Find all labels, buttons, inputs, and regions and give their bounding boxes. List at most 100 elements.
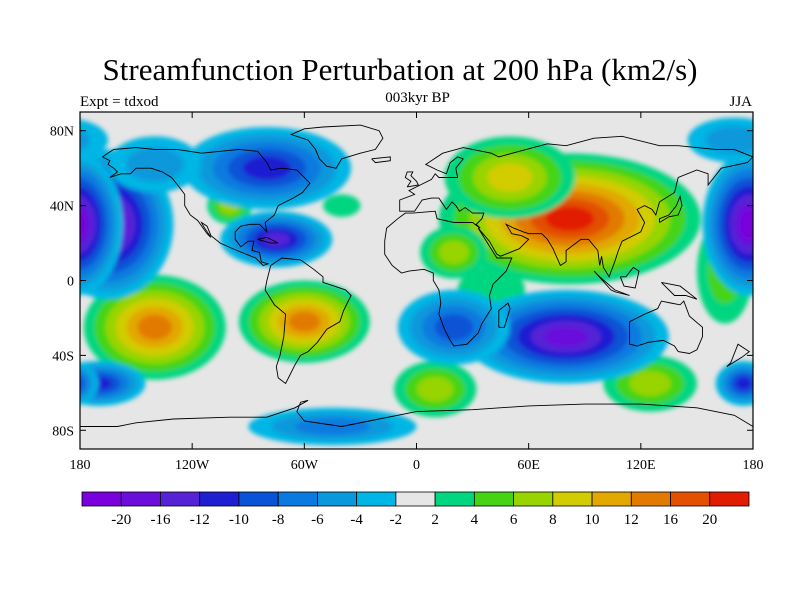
coastline-madagascar <box>498 302 511 328</box>
contour-band <box>705 126 753 154</box>
colorbar-swatch <box>120 491 161 507</box>
coastline-antarctica <box>80 399 753 427</box>
coastline-new-zealand <box>726 343 751 367</box>
coastline-cuba <box>257 236 279 244</box>
colorbar-swatch <box>630 491 671 507</box>
colorbar-swatch <box>395 491 436 507</box>
anomaly-low-13 <box>220 211 333 268</box>
time-label: 003kyr BP <box>385 90 450 106</box>
colorbar-label: 6 <box>510 512 518 528</box>
contour-band <box>750 378 753 389</box>
anomaly-low-14 <box>182 126 352 210</box>
contour-band <box>63 377 79 390</box>
colorbar-label: -6 <box>311 512 324 528</box>
colorbar-label: 2 <box>431 512 439 528</box>
colorbar-swatch <box>709 491 750 507</box>
lat-tick-label: 0 <box>67 275 74 290</box>
anomaly-high-2 <box>420 226 488 279</box>
lon-tick-label: 120W <box>175 458 210 473</box>
contour-band <box>80 212 85 237</box>
contour-band <box>438 240 469 265</box>
contour-band <box>487 163 533 192</box>
colorbar-swatch <box>591 491 632 507</box>
contour-band <box>754 193 800 256</box>
colorbar-label: 8 <box>549 512 557 528</box>
contour-band <box>544 326 588 347</box>
colorbar-label: 4 <box>471 512 479 528</box>
lon-tick-label: 0 <box>413 458 420 473</box>
page-title: Streamfunction Perturbation at 200 hPa (… <box>102 52 698 87</box>
coastline-iceland <box>371 156 391 164</box>
anomaly-high-3 <box>83 274 800 380</box>
colorbar-swatch <box>81 491 122 507</box>
colorbar-label: 12 <box>624 512 639 528</box>
contour-band <box>80 371 89 396</box>
coastline-new-guinea <box>661 281 698 300</box>
coastline-japan <box>659 194 683 223</box>
anomaly-low-21 <box>80 117 753 163</box>
colorbar-swatch <box>513 491 554 507</box>
coastline-greenland <box>289 124 384 169</box>
contour-band <box>126 147 184 182</box>
season-label: JJA <box>729 94 752 110</box>
anomaly-low-12 <box>80 153 753 296</box>
colorbar-label: 10 <box>585 512 600 528</box>
lon-tick-label: 60E <box>517 458 540 473</box>
contour-band <box>416 376 454 402</box>
colorbar-swatch <box>356 491 397 507</box>
colorbar-label: -10 <box>229 512 249 528</box>
anomaly-high-1 <box>444 136 576 219</box>
anomaly-low-16 <box>397 289 510 365</box>
coastline-sumatra-java <box>593 270 630 296</box>
colorbar-swatch <box>317 491 358 507</box>
colorbar-label: -2 <box>390 512 403 528</box>
contour-band <box>80 203 91 246</box>
contour-band <box>629 370 671 396</box>
anomaly-high-4 <box>238 280 370 363</box>
anomaly-low-15 <box>463 289 669 384</box>
colorbar-label: -16 <box>150 512 170 528</box>
coastline-australia <box>629 300 703 354</box>
anomaly-low-20 <box>108 136 202 193</box>
lat-tick-label: 80S <box>52 424 74 439</box>
lon-tick-label: 120E <box>626 458 656 473</box>
coastline-africa-eurasia <box>384 135 753 347</box>
lat-tick-label: 40S <box>52 349 74 364</box>
coastline-south-america <box>264 257 352 385</box>
lon-tick-label: 60W <box>291 458 319 473</box>
colorbar-label: -20 <box>111 512 131 528</box>
contour-band <box>757 275 800 380</box>
contour-band <box>434 314 474 341</box>
colorbar-label: -4 <box>350 512 363 528</box>
contour-band <box>80 129 91 151</box>
colorbar-swatch <box>552 491 593 507</box>
contour-band <box>80 376 84 391</box>
anomaly-high-5 <box>394 361 477 418</box>
contour-band <box>735 377 752 390</box>
coastline-borneo <box>619 266 640 289</box>
colorbar-swatch <box>434 491 475 507</box>
contour-band <box>545 206 595 231</box>
contour-band <box>137 314 172 341</box>
anomaly-low-18 <box>63 361 753 406</box>
contour-band <box>80 119 109 161</box>
lon-tick-label: 180 <box>70 458 91 473</box>
lat-tick-label: 40N <box>50 200 74 215</box>
colorbar-label: -12 <box>190 512 210 528</box>
contour-band <box>323 194 361 217</box>
colorbar-swatch <box>238 491 279 507</box>
colorbar-swatch <box>277 491 318 507</box>
experiment-label: Expt = tdxod <box>80 94 159 110</box>
lon-tick-label: 180 <box>743 458 764 473</box>
colorbar-swatch <box>473 491 514 507</box>
contour-band <box>746 200 753 249</box>
lat-tick-label: 80N <box>50 125 74 140</box>
anomaly-low-19 <box>248 407 417 446</box>
colorbar-swatch <box>199 491 240 507</box>
contour-band <box>262 232 290 247</box>
anomaly-high-9 <box>323 194 361 217</box>
contour-band <box>24 219 80 324</box>
colorbar-swatch <box>160 491 201 507</box>
coastline-uk <box>404 171 420 188</box>
